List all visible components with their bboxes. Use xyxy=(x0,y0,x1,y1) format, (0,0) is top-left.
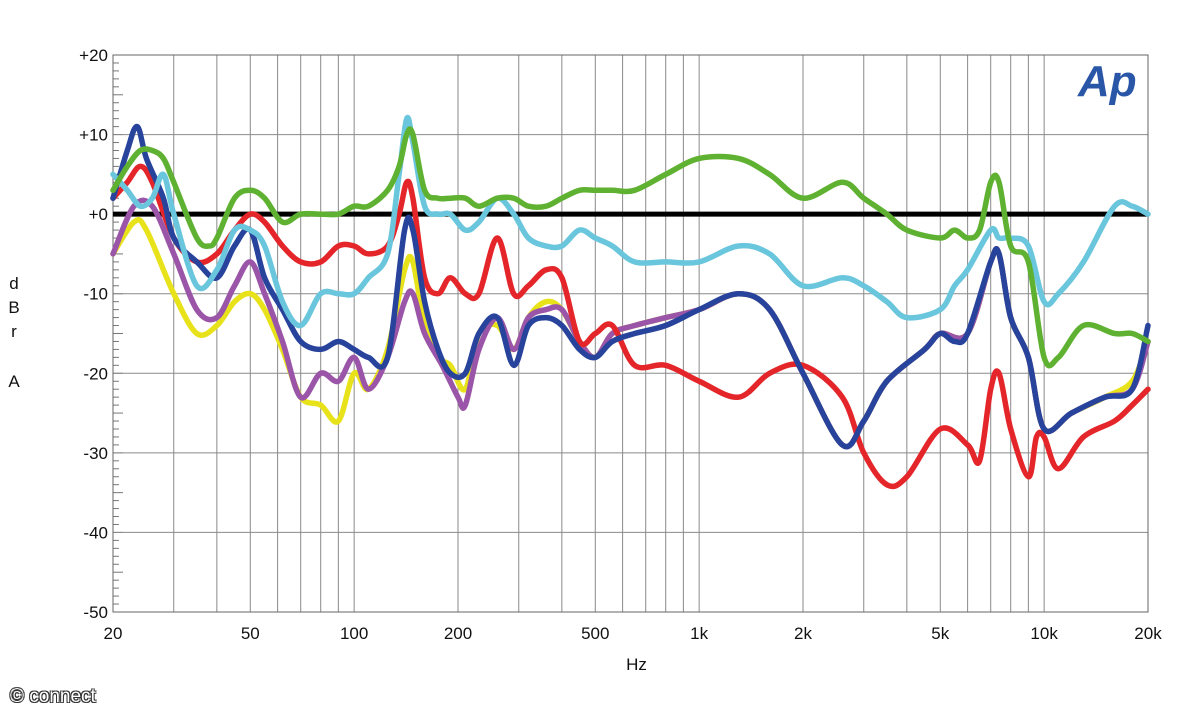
x-tick-label: 100 xyxy=(340,624,368,643)
x-tick-label: 2k xyxy=(794,624,812,643)
y-minor-ticks xyxy=(113,54,123,613)
x-tick-label: 200 xyxy=(444,624,472,643)
y-tick-label: +0 xyxy=(89,205,108,224)
y-tick-label: -20 xyxy=(83,364,108,383)
series-line-3 xyxy=(110,163,1151,490)
series-lines xyxy=(110,114,1151,490)
x-tick-label: 10k xyxy=(1030,624,1058,643)
x-axis-title: Hz xyxy=(626,655,647,674)
y-tick-label: +10 xyxy=(79,126,108,145)
y-axis-title-char: A xyxy=(8,372,20,391)
y-tick-label: -40 xyxy=(83,523,108,542)
y-axis-title-char: r xyxy=(11,322,17,341)
ap-logo: Ap xyxy=(1077,57,1137,106)
x-tick-labels: 20 50 100 200 500 1k 2k 5k 10k 20k xyxy=(104,624,1163,643)
x-tick-label: 5k xyxy=(931,624,949,643)
y-tick-label: -50 xyxy=(83,603,108,622)
x-tick-label: 1k xyxy=(690,624,708,643)
y-tick-label: -30 xyxy=(83,444,108,463)
series-line-6 xyxy=(110,126,1151,369)
x-tick-label: 20 xyxy=(104,624,123,643)
y-axis-title: dBr A xyxy=(8,274,20,391)
x-tick-label: 50 xyxy=(241,624,260,643)
copyright-notice: © connect xyxy=(10,686,96,707)
x-tick-label: 20k xyxy=(1134,624,1162,643)
series-line-5 xyxy=(110,114,1151,329)
x-tick-label: 500 xyxy=(581,624,609,643)
y-axis-title-char: B xyxy=(8,298,19,317)
y-axis-title-char: d xyxy=(9,274,18,293)
y-tick-label: -10 xyxy=(83,285,108,304)
y-tick-labels: +20 +10 +0 -10 -20 -30 -40 -50 xyxy=(79,46,108,622)
series-line-2 xyxy=(110,197,1151,450)
y-tick-label: +20 xyxy=(79,46,108,65)
